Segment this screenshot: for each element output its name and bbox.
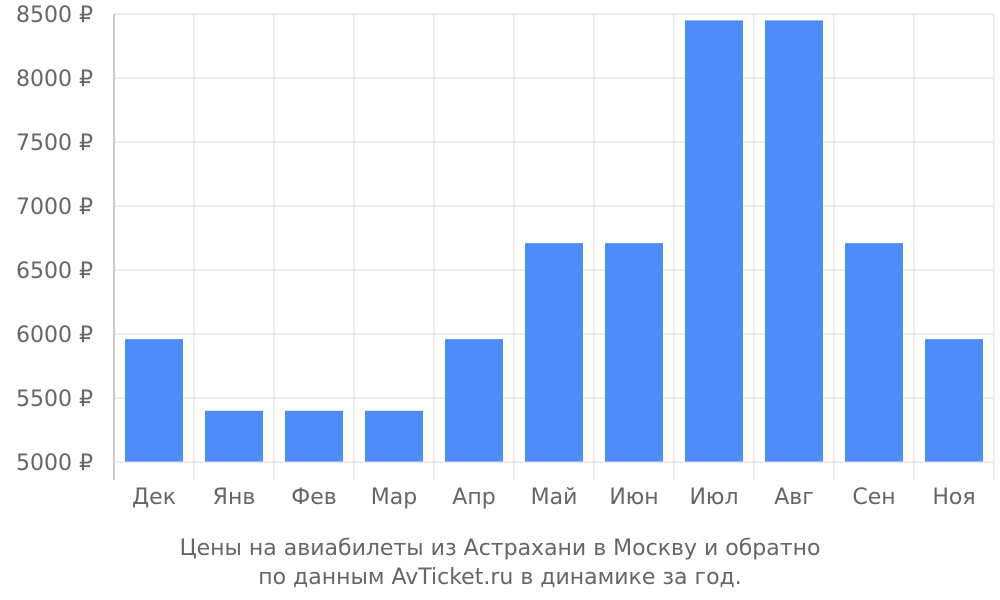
bar-9	[845, 243, 903, 462]
x-tick-label: Янв	[213, 485, 256, 510]
x-tick-label: Мар	[371, 485, 417, 510]
grid-lines	[114, 13, 995, 480]
bar-6	[605, 243, 663, 462]
bar-1	[205, 410, 263, 462]
x-tick-label: Дек	[132, 485, 176, 510]
y-tick-label: 7500 ₽	[16, 131, 93, 156]
y-tick-label: 8000 ₽	[16, 67, 93, 92]
x-tick-label: Сен	[852, 485, 895, 510]
bar-2	[285, 410, 343, 462]
bar-10	[925, 339, 983, 462]
caption-line-1: Цены на авиабилеты из Астрахани в Москву…	[180, 536, 821, 561]
axes	[113, 14, 994, 480]
caption-line-2: по данным AvTicket.ru в динамике за год.	[258, 565, 742, 590]
bars	[125, 20, 983, 463]
bar-0	[125, 339, 183, 462]
bar-5	[525, 243, 583, 462]
y-tick-label: 6500 ₽	[16, 259, 93, 284]
bar-7	[685, 20, 743, 463]
x-tick-labels: Дек Янв Фев Мар Апр Май Июн Июл Авг Сен Ноя	[132, 485, 976, 510]
y-tick-labels: 5000 ₽ 5500 ₽ 6000 ₽ 6500 ₽ 7000 ₽ 7500 ₽ 8000…	[16, 3, 93, 476]
x-tick-label: Июл	[689, 485, 738, 510]
y-tick-label: 5000 ₽	[16, 451, 93, 476]
y-tick-label: 8500 ₽	[16, 3, 93, 28]
x-tick-label: Апр	[452, 485, 495, 510]
y-tick-label: 7000 ₽	[16, 195, 93, 220]
bar-8	[765, 20, 823, 463]
x-tick-label: Май	[531, 485, 578, 510]
x-tick-label: Авг	[774, 485, 814, 510]
y-tick-label: 5500 ₽	[16, 387, 93, 412]
bar-3	[365, 410, 423, 462]
y-tick-label: 6000 ₽	[16, 323, 93, 348]
x-tick-label: Ноя	[932, 485, 975, 510]
bar-4	[445, 339, 503, 462]
x-tick-label: Фев	[291, 485, 336, 510]
x-tick-label: Июн	[609, 485, 658, 510]
caption: Цены на авиабилеты из Астрахани в Москву…	[180, 536, 821, 590]
